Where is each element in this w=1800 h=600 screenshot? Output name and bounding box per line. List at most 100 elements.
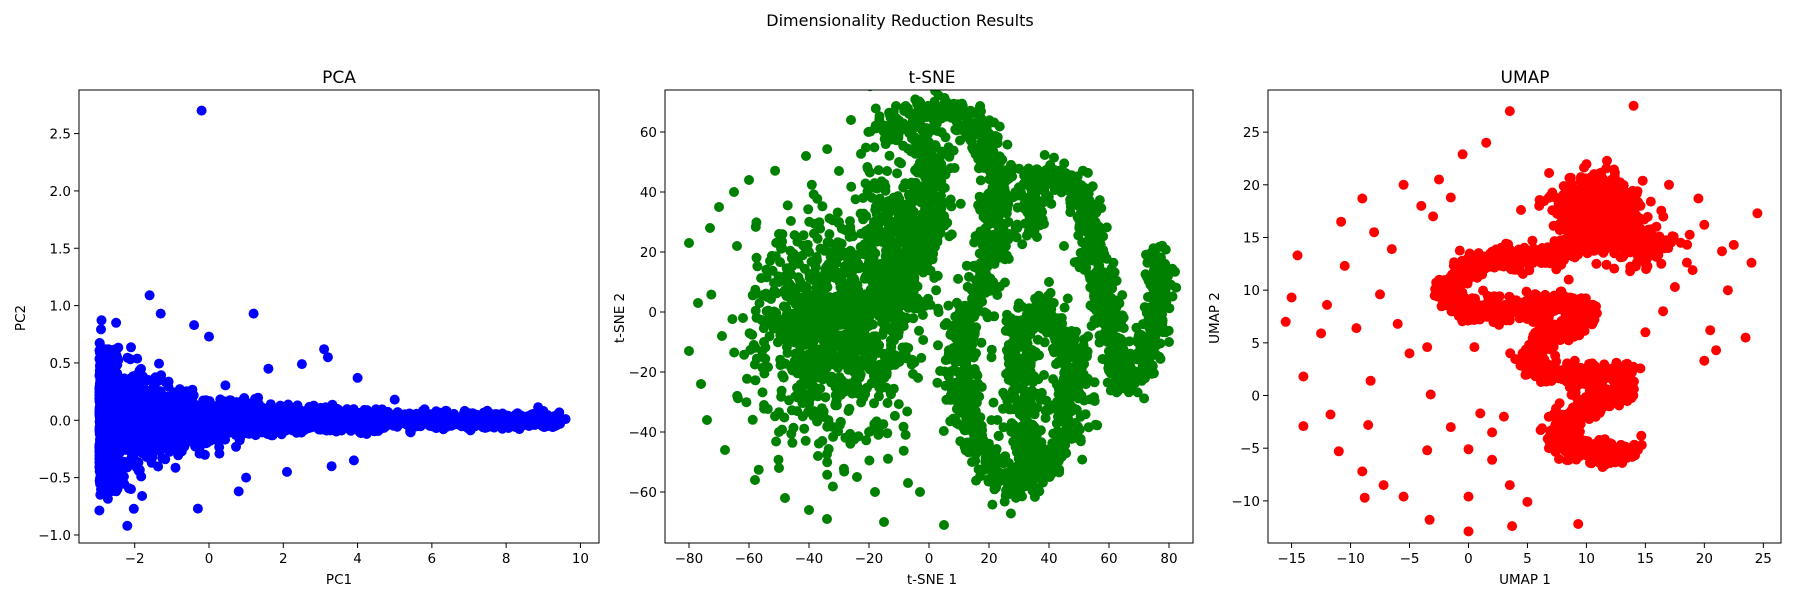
scatter-point [156,389,167,400]
scatter-point [398,418,409,428]
scatter-point [106,386,117,397]
scatter-point [940,355,951,366]
scatter-point [128,503,139,514]
scatter-point [1007,423,1018,434]
scatter-point [560,414,571,425]
scatter-point [951,116,962,127]
scatter-point [124,429,135,440]
scatter-point [94,387,105,398]
scatter-point [983,456,994,467]
scatter-point [136,437,147,448]
scatter-point [957,100,968,111]
scatter-point [131,369,142,380]
scatter-point [1026,431,1037,442]
scatter-point [979,197,990,208]
scatter-point [140,414,151,425]
scatter-point [1085,394,1096,405]
scatter-point [1033,374,1044,385]
scatter-point [166,431,177,442]
scatter-point [272,416,283,427]
scatter-point [933,340,943,351]
scatter-point [292,400,303,411]
scatter-point [993,430,1004,441]
scatter-point [1060,440,1071,451]
scatter-point [1003,192,1014,203]
scatter-point [170,441,180,452]
scatter-point [163,397,174,408]
scatter-point [996,217,1007,228]
scatter-point [102,493,113,504]
scatter-point [990,204,1001,214]
scatter-point [999,277,1010,288]
y-tick-label: −1.0 [38,528,71,544]
scatter-point [932,377,943,388]
scatter-point [422,416,433,427]
scatter-point [102,453,113,464]
scatter-point [1076,363,1087,374]
scatter-point [136,403,147,414]
scatter-point [240,428,251,438]
scatter-point [234,415,245,426]
scatter-point [1021,388,1032,399]
scatter-point [986,415,997,426]
scatter-point [943,300,954,311]
scatter-point [954,387,965,398]
scatter-point [914,96,925,107]
scatter-point [863,127,874,137]
scatter-point [170,462,181,473]
scatter-point [1060,415,1071,425]
scatter-point [132,353,143,364]
scatter-point [975,175,986,186]
scatter-point [991,482,1001,493]
scatter-point [1004,229,1015,239]
scatter-point [1000,204,1011,215]
scatter-point [1017,239,1028,250]
scatter-point [405,426,416,437]
scatter-point [128,410,139,421]
scatter-point [1021,348,1032,359]
scatter-point [325,417,336,428]
scatter-point [389,394,400,405]
scatter-point [404,408,415,419]
scatter-point [501,419,512,430]
scatter-point [874,111,885,122]
scatter-point [994,121,1005,132]
scatter-point [268,407,279,418]
scatter-point [979,159,990,170]
scatter-point [125,454,136,465]
scatter-point [970,231,981,242]
scatter-point [1073,376,1084,387]
scatter-point [96,324,106,335]
scatter-point [972,370,983,381]
scatter-point [980,120,991,131]
scatter-point [953,273,964,284]
scatter-point [1061,448,1072,459]
x-tick-label: 2 [279,551,288,567]
scatter-point [153,442,164,453]
pca-ylabel: PC2 [13,305,29,331]
scatter-point [1051,359,1061,370]
scatter-point [107,379,118,390]
scatter-point [192,503,203,514]
scatter-point [231,441,241,452]
y-tick-label: 0.5 [50,356,71,372]
scatter-point [1051,401,1062,412]
scatter-point [322,352,333,363]
scatter-point [387,419,398,430]
scatter-point [971,475,982,486]
scatter-point [997,177,1008,188]
scatter-point [999,254,1010,265]
scatter-point [1070,418,1081,428]
scatter-point [998,422,1009,433]
scatter-point [100,344,110,355]
scatter-point [511,418,522,429]
scatter-point [969,447,980,458]
scatter-point [992,290,1003,300]
scatter-point [1013,460,1024,471]
scatter-point [97,368,108,379]
scatter-point [1040,406,1051,417]
scatter-point [899,102,910,112]
scatter-point [1032,334,1043,345]
y-tick-label: 1.0 [50,299,71,315]
figure-title: Dimensionality Reduction Results [766,11,1033,30]
